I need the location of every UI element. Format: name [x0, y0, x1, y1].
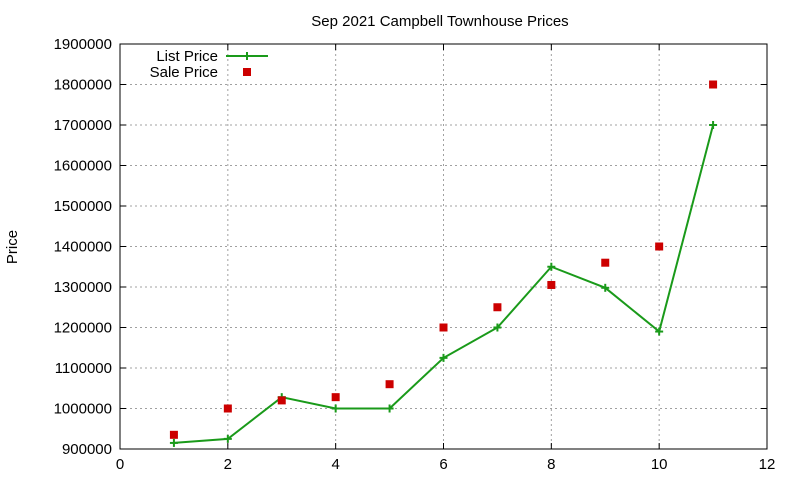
y-tick-label: 1400000: [54, 239, 112, 256]
x-tick-label: 6: [439, 456, 447, 473]
list-price-point: [655, 327, 664, 336]
list-price-point: [439, 353, 448, 362]
sale-price-point: [223, 404, 232, 413]
y-tick-label: 1100000: [55, 360, 112, 377]
grid: [120, 44, 767, 449]
sale-price-point: [277, 396, 286, 405]
axis-ticks: 0 2 4 6 8 10 12 900000 1000000 1100000 1200000 1300…: [54, 36, 776, 473]
x-tick-label: 12: [759, 456, 776, 473]
y-tick-label: 1500000: [54, 198, 112, 215]
y-tick-label: 900000: [62, 441, 112, 458]
list-price-point: [331, 404, 340, 413]
y-axis-label: Price: [4, 230, 21, 264]
sale-price-point: [709, 80, 718, 89]
legend-swatch-sale-price: [243, 68, 251, 76]
sale-price-point: [547, 280, 556, 289]
x-tick-label: 0: [116, 456, 124, 473]
list-price-point: [169, 438, 178, 447]
y-tick-label: 1800000: [54, 77, 112, 94]
y-tick-label: 1300000: [54, 279, 112, 296]
y-tick-label: 1700000: [54, 117, 112, 134]
list-price-point: [223, 434, 232, 443]
x-tick-label: 8: [547, 456, 555, 473]
legend-label-sale-price: Sale Price: [150, 64, 218, 81]
y-tick-label: 1000000: [54, 401, 112, 418]
x-tick-label: 2: [224, 456, 232, 473]
x-tick-label: 4: [331, 456, 339, 473]
sale-price-point: [655, 242, 664, 251]
y-tick-label: 1600000: [54, 158, 112, 175]
list-price-point: [493, 323, 502, 332]
y-tick-label: 1200000: [54, 320, 112, 337]
chart-title: Sep 2021 Campbell Townhouse Prices: [311, 13, 568, 30]
sale-price-point: [439, 323, 448, 332]
list-price-point: [601, 283, 610, 292]
sale-price-point: [385, 380, 394, 389]
x-tick-label: 10: [651, 456, 668, 473]
sale-price-point: [331, 393, 340, 402]
sale-price-point: [601, 258, 610, 267]
series-layer: [169, 80, 718, 447]
sale-price-point: [169, 430, 178, 439]
sale-price-point: [493, 303, 502, 312]
y-tick-label: 1900000: [54, 36, 112, 53]
list-price-point: [385, 404, 394, 413]
legend-label-list-price: List Price: [156, 48, 218, 65]
list-price-point: [547, 262, 556, 271]
list-price-point: [709, 121, 718, 129]
